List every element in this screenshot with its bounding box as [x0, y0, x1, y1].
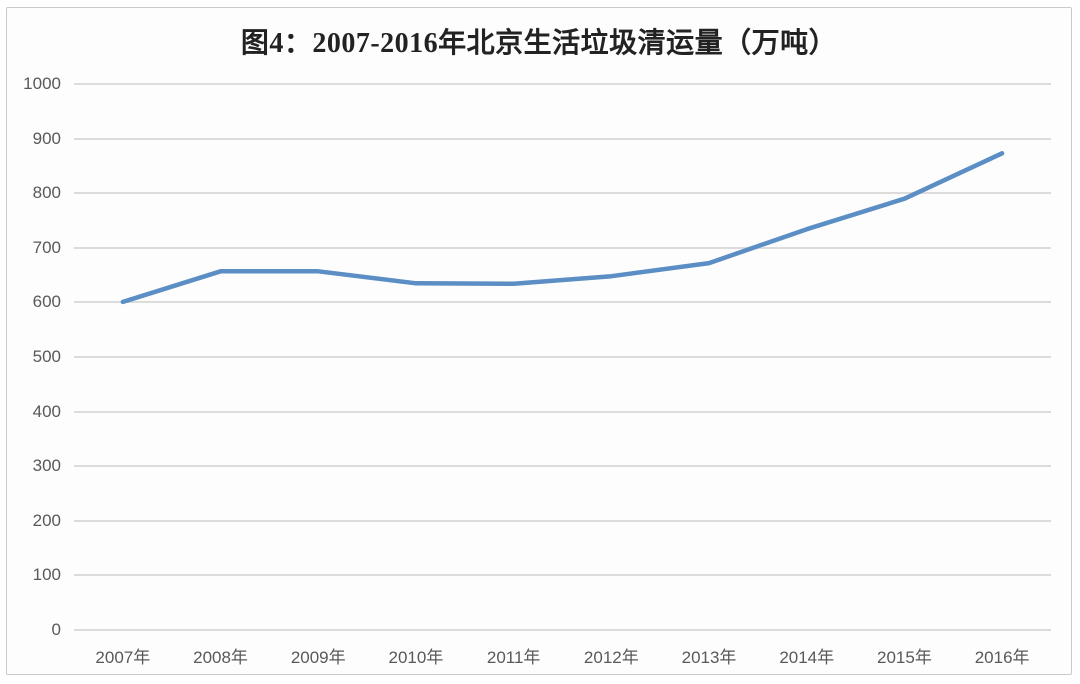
- x-axis-tick-label: 2010年: [388, 648, 444, 667]
- gridline: [74, 137, 1051, 140]
- y-axis-tick-label: 900: [32, 128, 61, 148]
- line-chart-svg: [120, 151, 1005, 305]
- gridline: [74, 356, 1051, 358]
- plot-area: [74, 83, 1051, 631]
- x-axis-tick-label: 2011年: [486, 648, 541, 667]
- x-axis-tick-label: 2014年: [779, 648, 835, 667]
- gridline: [74, 410, 1051, 413]
- y-axis-tick-label: 400: [32, 401, 61, 421]
- y-axis-tick-label: 200: [32, 510, 61, 530]
- chart-card: 图4：2007-2016年北京生活垃圾清运量（万吨） 1000 900 800 700…: [6, 7, 1072, 675]
- y-axis-tick-label: 800: [32, 183, 61, 203]
- y-axis: 1000 900 800 700 600 500 400 300 200 100 0: [7, 74, 61, 639]
- y-axis-tick-label: 100: [32, 565, 61, 585]
- chart-title: 图4：2007-2016年北京生活垃圾清运量（万吨）: [240, 28, 838, 59]
- y-axis-tick-label: 300: [32, 456, 61, 476]
- gridline: [74, 629, 1051, 631]
- gridline: [74, 192, 1051, 195]
- x-axis-tick-label: 2012年: [583, 648, 639, 667]
- y-axis-tick-label: 600: [32, 292, 61, 312]
- x-axis-tick-label: 2013年: [681, 648, 737, 667]
- x-axis-tick-label: 2009年: [290, 648, 346, 667]
- gridline: [74, 574, 1051, 577]
- gridline: [74, 519, 1051, 522]
- x-axis-tick-label: 2007年: [95, 648, 151, 667]
- gridline: [74, 301, 1051, 304]
- gridline: [74, 465, 1051, 468]
- x-axis-tick-label: 2008年: [193, 648, 248, 667]
- y-axis-tick-label: 700: [32, 237, 61, 257]
- y-axis-tick-label: 500: [32, 347, 61, 366]
- data-line: [120, 151, 1005, 305]
- gridline: [74, 83, 1051, 85]
- y-axis-tick-label: 1000: [23, 74, 61, 93]
- x-axis: 2007年 2008年 2009年 2010年 2011年 2012年 2013年 2014年…: [74, 646, 1051, 670]
- gridline: [74, 246, 1051, 249]
- x-axis-tick-label: 2016年: [974, 648, 1030, 667]
- x-axis-tick-label: 2015年: [877, 648, 932, 667]
- y-axis-tick-label: 0: [51, 620, 61, 639]
